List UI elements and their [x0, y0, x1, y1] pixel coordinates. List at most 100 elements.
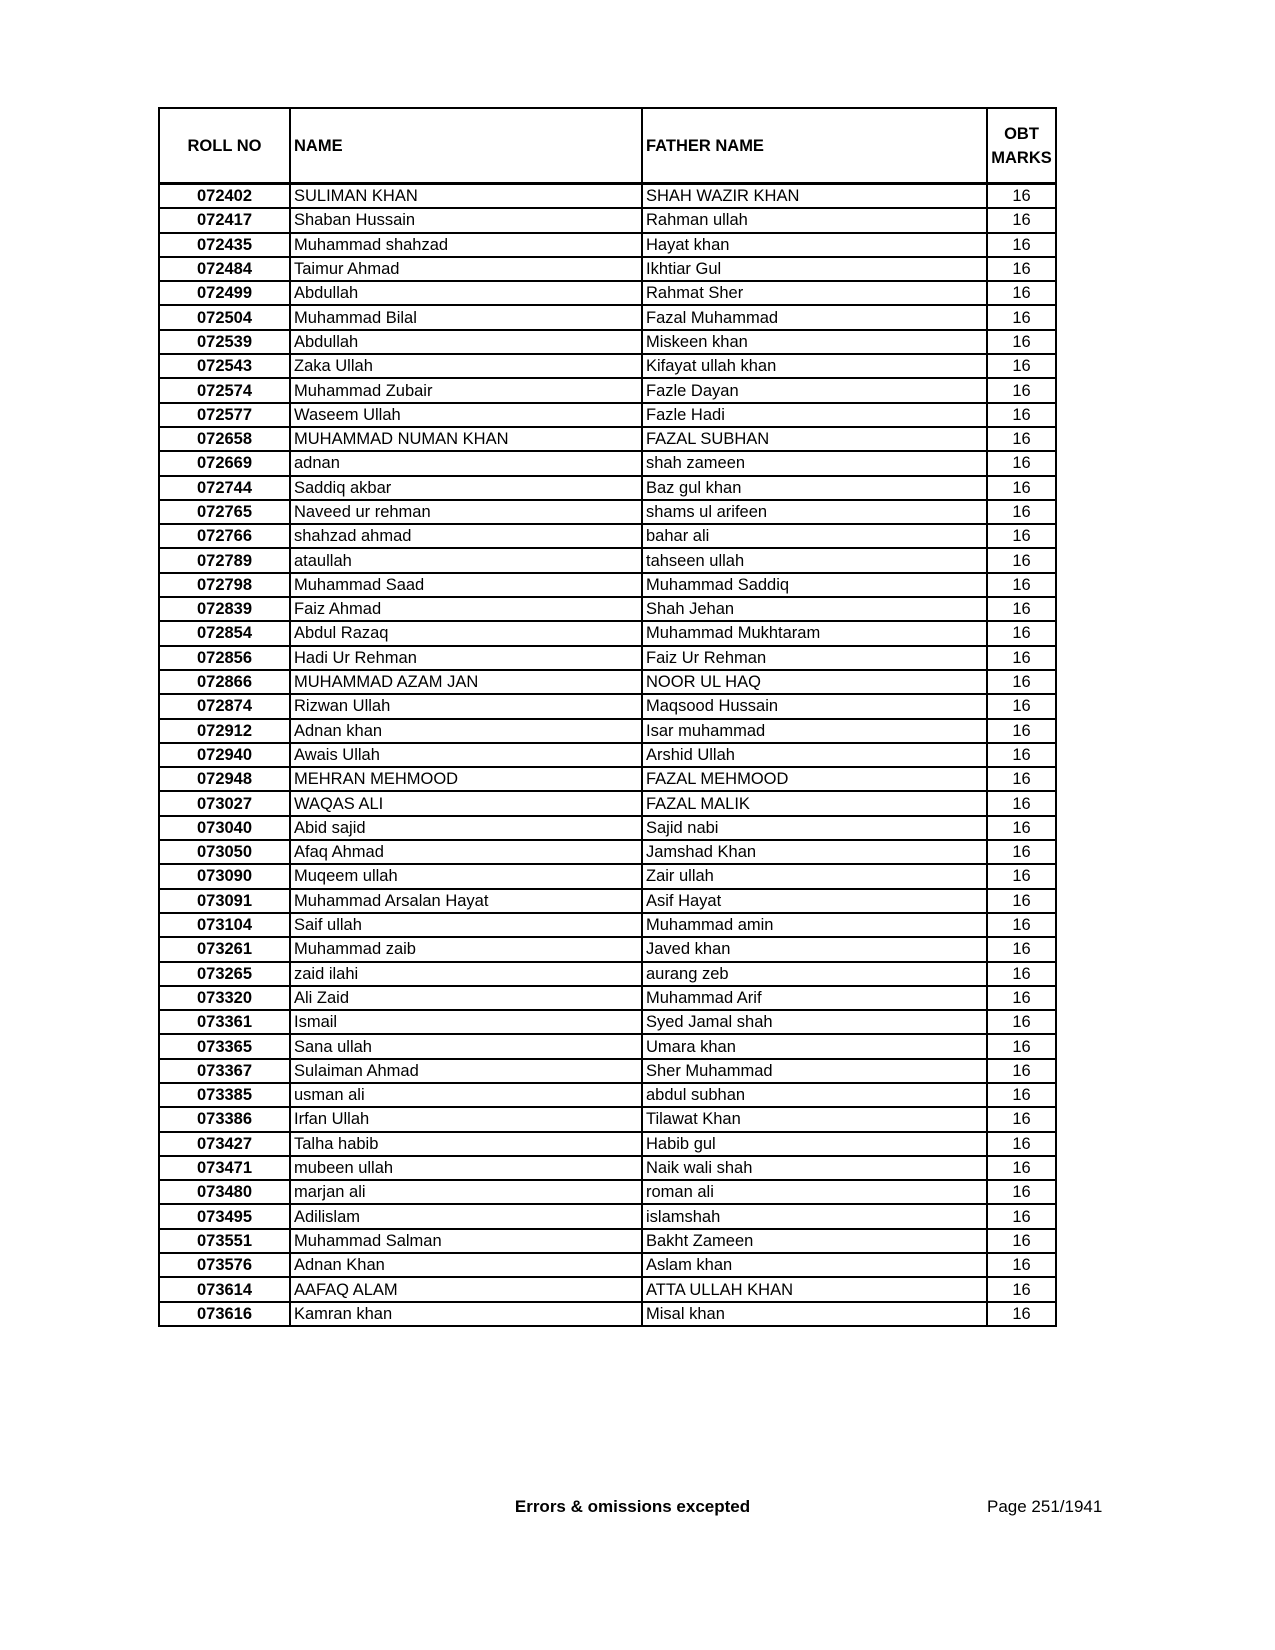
table-row: 072435 Muhammad shahzad Hayat khan 16: [158, 231, 1057, 258]
marks-cell: 16: [986, 984, 1057, 1012]
roll-no-cell: 072402: [158, 182, 291, 210]
marks-cell: 16: [986, 523, 1057, 550]
name-cell: Adilislam: [289, 1203, 643, 1230]
table-row: 072789 ataullah tahseen ullah 16: [158, 547, 1057, 574]
name-cell: shahzad ahmad: [289, 523, 643, 550]
roll-no-cell: 072435: [158, 231, 291, 258]
roll-no-cell: 072948: [158, 766, 291, 793]
roll-no-cell: 072839: [158, 596, 291, 623]
table-row: 073261 Muhammad zaib Javed khan 16: [158, 936, 1057, 963]
name-cell: ataullah: [289, 547, 643, 574]
father-name-cell: Aslam khan: [641, 1252, 988, 1279]
name-cell: MUHAMMAD NUMAN KHAN: [289, 425, 643, 453]
marks-cell: 16: [986, 620, 1057, 647]
marks-cell: 16: [986, 1252, 1057, 1279]
table-row: 073551 Muhammad Salman Bakht Zameen 16: [158, 1227, 1057, 1255]
table-row: 072912 Adnan khan Isar muhammad 16: [158, 717, 1057, 744]
name-cell: Abid sajid: [289, 814, 643, 842]
father-name-cell: roman ali: [641, 1179, 988, 1206]
table-row: 072499 Abdullah Rahmat Sher 16: [158, 280, 1057, 307]
results-table: ROLL NO NAME FATHER NAME OBT MARKS 072402…: [158, 107, 1057, 1327]
name-cell: Muhammad shahzad: [289, 231, 643, 258]
table-row: 072744 Saddiq akbar Baz gul khan 16: [158, 474, 1057, 501]
father-name-cell: Hayat khan: [641, 231, 988, 258]
table-row: 072484 Taimur Ahmad Ikhtiar Gul 16: [158, 255, 1057, 283]
marks-cell: 16: [986, 1081, 1057, 1109]
father-name-cell: tahseen ullah: [641, 547, 988, 574]
roll-no-cell: 072866: [158, 668, 291, 696]
name-cell: Sulaiman Ahmad: [289, 1057, 643, 1084]
name-cell: Waseem Ullah: [289, 401, 643, 428]
table-row: 073320 Ali Zaid Muhammad Arif 16: [158, 984, 1057, 1012]
name-cell: Muhammad zaib: [289, 936, 643, 963]
father-name-cell: Sher Muhammad: [641, 1057, 988, 1084]
father-name-cell: Fazal Muhammad: [641, 304, 988, 331]
marks-cell: 16: [986, 911, 1057, 939]
father-name-cell: Shah Jehan: [641, 596, 988, 623]
table-row: 073050 Afaq Ahmad Jamshad Khan 16: [158, 839, 1057, 866]
marks-cell: 16: [986, 425, 1057, 453]
table-row: 072948 MEHRAN MEHMOOD FAZAL MEHMOOD 16: [158, 766, 1057, 793]
roll-no-cell: 073576: [158, 1252, 291, 1279]
marks-cell: 16: [986, 571, 1057, 599]
father-name-cell: shah zameen: [641, 450, 988, 477]
table-row: 072766 shahzad ahmad bahar ali 16: [158, 523, 1057, 550]
roll-no-cell: 072539: [158, 328, 291, 356]
table-row: 073386 Irfan Ullah Tilawat Khan 16: [158, 1106, 1057, 1133]
marks-cell: 16: [986, 498, 1057, 526]
father-name-cell: Fazle Dayan: [641, 377, 988, 404]
name-cell: Hadi Ur Rehman: [289, 644, 643, 671]
father-name-cell: Fazle Hadi: [641, 401, 988, 428]
roll-no-cell: 073471: [158, 1154, 291, 1182]
roll-no-cell: 072856: [158, 644, 291, 671]
marks-cell: 16: [986, 596, 1057, 623]
name-cell: usman ali: [289, 1081, 643, 1109]
roll-no-cell: 073427: [158, 1130, 291, 1157]
marks-cell: 16: [986, 304, 1057, 331]
father-name-cell: Maqsood Hussain: [641, 693, 988, 720]
roll-no-cell: 073480: [158, 1179, 291, 1206]
father-name-cell: Jamshad Khan: [641, 839, 988, 866]
marks-cell: 16: [986, 1276, 1057, 1303]
header-roll-no: ROLL NO: [158, 107, 291, 185]
roll-no-cell: 072940: [158, 741, 291, 769]
father-name-cell: Habib gul: [641, 1130, 988, 1157]
name-cell: Sana ullah: [289, 1033, 643, 1060]
father-name-cell: Asif Hayat: [641, 887, 988, 914]
father-name-cell: Zair ullah: [641, 863, 988, 890]
marks-cell: 16: [986, 1227, 1057, 1255]
roll-no-cell: 072574: [158, 377, 291, 404]
roll-no-cell: 073261: [158, 936, 291, 963]
name-cell: AAFAQ ALAM: [289, 1276, 643, 1303]
name-cell: Muhammad Saad: [289, 571, 643, 599]
marks-cell: 16: [986, 1203, 1057, 1230]
name-cell: Naveed ur rehman: [289, 498, 643, 526]
roll-no-cell: 073050: [158, 839, 291, 866]
roll-no-cell: 073091: [158, 887, 291, 914]
table-row: 073265 zaid ilahi aurang zeb 16: [158, 960, 1057, 987]
table-row: 073480 marjan ali roman ali 16: [158, 1179, 1057, 1206]
father-name-cell: Naik wali shah: [641, 1154, 988, 1182]
roll-no-cell: 072417: [158, 207, 291, 234]
name-cell: Saif ullah: [289, 911, 643, 939]
name-cell: Abdul Razaq: [289, 620, 643, 647]
father-name-cell: Rahman ullah: [641, 207, 988, 234]
footer-disclaimer: Errors & omissions excepted: [514, 1497, 751, 1516]
table-row: 072658 MUHAMMAD NUMAN KHAN FAZAL SUBHAN 16: [158, 425, 1057, 453]
marks-cell: 16: [986, 863, 1057, 890]
roll-no-cell: 073386: [158, 1106, 291, 1133]
name-cell: Ali Zaid: [289, 984, 643, 1012]
table-row: 072798 Muhammad Saad Muhammad Saddiq 16: [158, 571, 1057, 599]
father-name-cell: NOOR UL HAQ: [641, 668, 988, 696]
name-cell: WAQAS ALI: [289, 790, 643, 817]
father-name-cell: SHAH WAZIR KHAN: [641, 182, 988, 210]
name-cell: mubeen ullah: [289, 1154, 643, 1182]
father-name-cell: Umara khan: [641, 1033, 988, 1060]
father-name-cell: Sajid nabi: [641, 814, 988, 842]
father-name-cell: shams ul arifeen: [641, 498, 988, 526]
father-name-cell: Kifayat ullah khan: [641, 353, 988, 380]
father-name-cell: Miskeen khan: [641, 328, 988, 356]
page-number: Page 251/1941: [987, 1497, 1103, 1516]
father-name-cell: Muhammad Arif: [641, 984, 988, 1012]
marks-cell: 16: [986, 668, 1057, 696]
